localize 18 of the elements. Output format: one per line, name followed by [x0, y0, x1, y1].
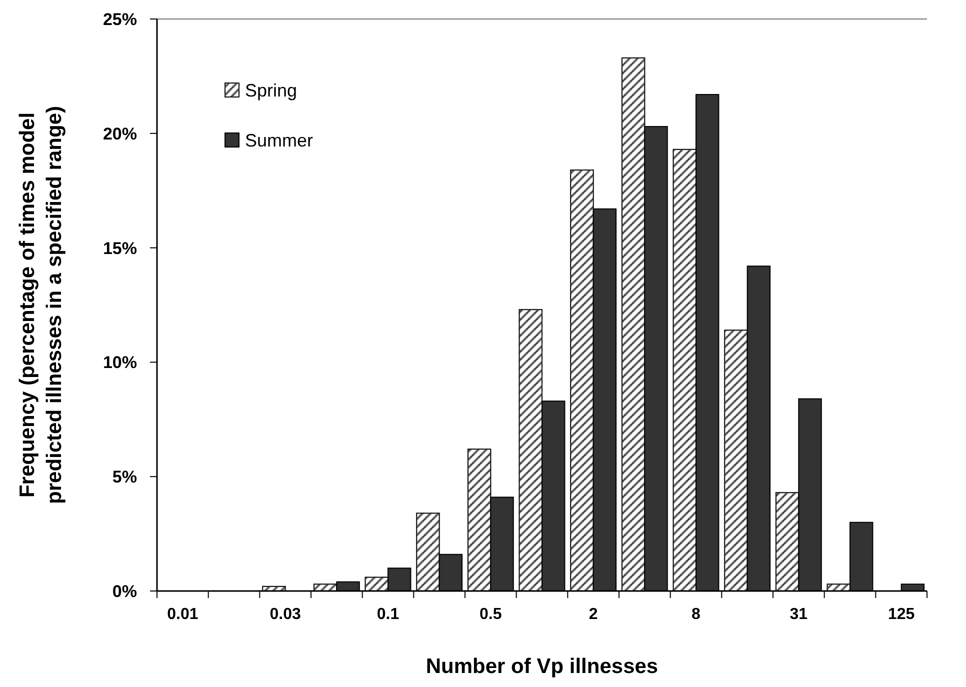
y-tick-label: 0%	[112, 582, 137, 601]
x-tick-label: 0.01	[167, 606, 198, 623]
y-tick-label: 25%	[102, 10, 137, 29]
x-tick-label: 31	[790, 606, 808, 623]
legend-label: Spring	[245, 80, 298, 100]
x-tick-label: 0.5	[480, 606, 502, 623]
x-tick-label: 125	[888, 606, 915, 623]
x-axis-title: Number of Vp illnesses	[426, 655, 658, 678]
x-tick-label: 8	[692, 606, 701, 623]
y-tick-label: 15%	[102, 238, 137, 258]
x-tick-label: 2	[588, 606, 598, 623]
legend-label: Summer	[245, 130, 314, 150]
y-axis-title: Frequency (percentage of times model predicted illnesses in a specified range)	[16, 106, 66, 504]
y-tick-label: 5%	[112, 468, 137, 487]
y-tick-label: 10%	[102, 353, 137, 372]
x-tick-label: 0.03	[270, 606, 302, 623]
x-tick-label: 0.1	[376, 606, 400, 623]
y-tick-label: 20%	[102, 124, 137, 144]
